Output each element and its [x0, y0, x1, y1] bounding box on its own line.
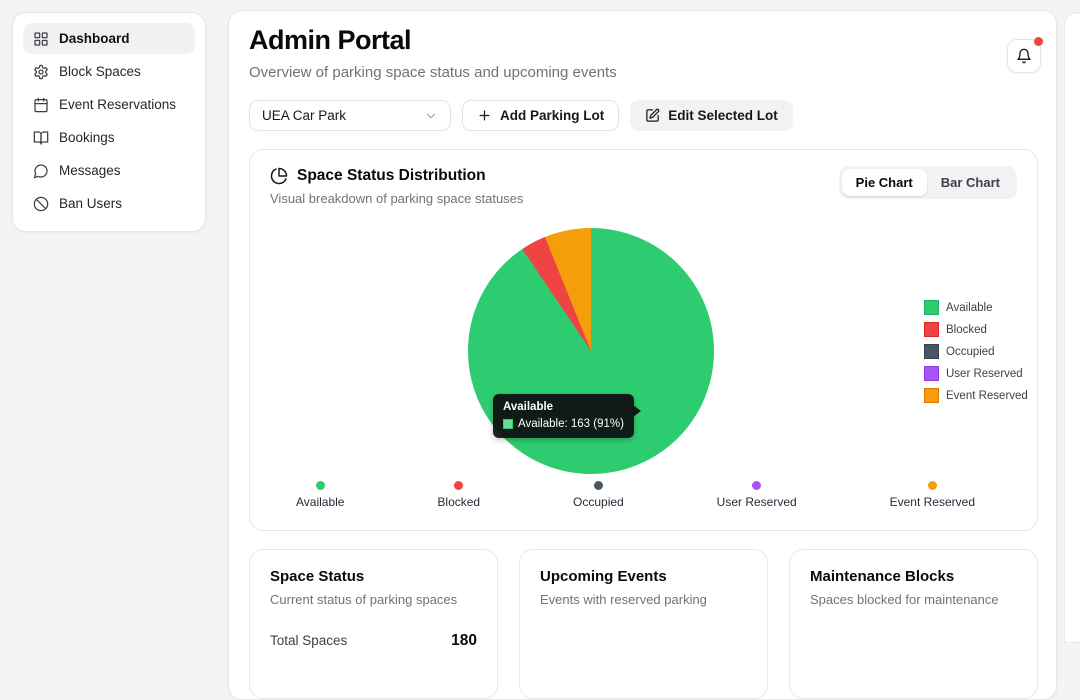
sidebar-item-block-spaces[interactable]: Block Spaces	[23, 56, 195, 87]
tooltip-caret	[632, 405, 641, 417]
bar-chart-toggle-button[interactable]: Bar Chart	[927, 169, 1014, 196]
page-title: Admin Portal	[249, 25, 412, 55]
upcoming-events-card: Upcoming Events Events with reserved par…	[519, 549, 768, 699]
legend-item-event-reserved[interactable]: Event Reserved	[924, 388, 1028, 403]
sidebar-item-label: Bookings	[59, 130, 115, 145]
card-subtitle: Current status of parking spaces	[270, 592, 458, 607]
calendar-icon	[33, 97, 49, 113]
bell-icon	[1016, 48, 1032, 64]
page-subtitle: Overview of parking space status and upc…	[249, 64, 617, 81]
legend-swatch	[924, 366, 939, 381]
chevron-down-icon	[424, 109, 438, 123]
chart-subtitle: Visual breakdown of parking space status…	[270, 191, 524, 206]
parking-lot-select[interactable]: UEA Car Park	[249, 100, 451, 131]
sidebar-item-label: Block Spaces	[59, 64, 141, 79]
legend-item-user-reserved[interactable]: User Reserved	[717, 481, 797, 509]
total-spaces-row: Total Spaces 180	[270, 632, 477, 650]
legend-item-available[interactable]: Available	[924, 300, 1028, 315]
add-parking-lot-button[interactable]: Add Parking Lot	[462, 100, 620, 131]
main-panel: Admin Portal Overview of parking space s…	[228, 10, 1057, 700]
sidebar-item-label: Event Reservations	[59, 97, 177, 112]
legend-item-blocked[interactable]: Blocked	[924, 322, 1028, 337]
legend-swatch	[924, 322, 939, 337]
pie-chart-toggle-button[interactable]: Pie Chart	[841, 169, 927, 196]
legend-dot	[315, 481, 325, 490]
total-spaces-value: 180	[451, 632, 477, 649]
sidebar-item-dashboard[interactable]: Dashboard	[23, 23, 195, 54]
legend-item-event-reserved[interactable]: Event Reserved	[890, 481, 975, 509]
tooltip-value: Available: 163 (91%)	[518, 418, 624, 430]
sidebar-item-label: Messages	[59, 163, 121, 178]
sidebar-item-event-reservations[interactable]: Event Reservations	[23, 89, 195, 120]
legend-item-user-reserved[interactable]: User Reserved	[924, 366, 1028, 381]
card-title: Upcoming Events	[540, 568, 667, 585]
chart-view-toggle: Pie Chart Bar Chart	[838, 166, 1017, 199]
sidebar-item-messages[interactable]: Messages	[23, 155, 195, 186]
notification-badge	[1034, 37, 1043, 46]
space-status-card: Space Status Current status of parking s…	[249, 549, 498, 699]
lot-controls: UEA Car Park Add Parking Lot Edit Select…	[249, 100, 793, 131]
sidebar: Dashboard Block Spaces Event Reservation…	[12, 12, 206, 232]
chart-legend-bottom: Available Blocked Occupied User Reserved…	[296, 481, 975, 509]
sidebar-item-label: Ban Users	[59, 196, 123, 211]
chart-card: Space Status Distribution Visual breakdo…	[249, 149, 1038, 531]
edit-icon	[645, 108, 660, 123]
notifications-button[interactable]	[1007, 37, 1043, 73]
maintenance-blocks-card: Maintenance Blocks Spaces blocked for ma…	[789, 549, 1038, 699]
summary-cards-row: Space Status Current status of parking s…	[249, 549, 1038, 699]
legend-dot	[752, 481, 762, 490]
chat-icon	[33, 163, 49, 179]
card-subtitle: Spaces blocked for maintenance	[810, 592, 999, 607]
ban-icon	[33, 196, 49, 212]
legend-swatch	[924, 300, 939, 315]
pie-chart-icon	[270, 167, 288, 185]
legend-swatch	[924, 344, 939, 359]
edit-selected-lot-button[interactable]: Edit Selected Lot	[630, 100, 793, 131]
card-title: Space Status	[270, 568, 365, 585]
plus-icon	[477, 108, 492, 123]
legend-item-available[interactable]: Available	[296, 481, 344, 509]
sidebar-item-ban-users[interactable]: Ban Users	[23, 188, 195, 219]
total-spaces-label: Total Spaces	[270, 633, 348, 648]
legend-item-occupied[interactable]: Occupied	[924, 344, 1028, 359]
legend-dot	[927, 481, 937, 490]
chart-legend-right: Available Blocked Occupied User Reserved…	[924, 300, 1028, 410]
card-subtitle: Events with reserved parking	[540, 592, 707, 607]
parking-lot-select-value: UEA Car Park	[262, 108, 347, 123]
legend-item-occupied[interactable]: Occupied	[573, 481, 624, 509]
adjacent-panel-edge	[1064, 12, 1080, 643]
legend-item-blocked[interactable]: Blocked	[437, 481, 480, 509]
legend-dot	[593, 481, 603, 490]
chart-tooltip: Available Available: 163 (91%)	[493, 394, 641, 438]
card-title: Maintenance Blocks	[810, 568, 955, 585]
legend-dot	[454, 481, 464, 490]
grid-icon	[33, 31, 49, 47]
chart-title: Space Status Distribution	[297, 167, 486, 184]
tooltip-swatch	[503, 419, 513, 429]
sidebar-item-bookings[interactable]: Bookings	[23, 122, 195, 153]
legend-swatch	[924, 388, 939, 403]
book-icon	[33, 130, 49, 146]
sidebar-item-label: Dashboard	[59, 31, 130, 46]
gear-icon	[33, 64, 49, 80]
tooltip-title: Available	[503, 401, 554, 413]
